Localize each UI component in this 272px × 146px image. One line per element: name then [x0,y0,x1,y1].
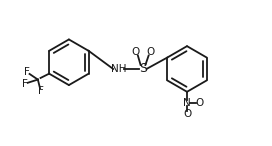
Text: O: O [195,98,203,108]
Text: NH: NH [111,64,126,74]
Text: N: N [183,98,191,108]
Text: O: O [183,109,191,119]
Text: O: O [132,47,140,57]
Text: S: S [139,62,147,75]
Text: F: F [24,67,30,77]
Text: F: F [38,86,44,96]
Text: O: O [146,47,154,57]
Text: F: F [22,79,28,89]
